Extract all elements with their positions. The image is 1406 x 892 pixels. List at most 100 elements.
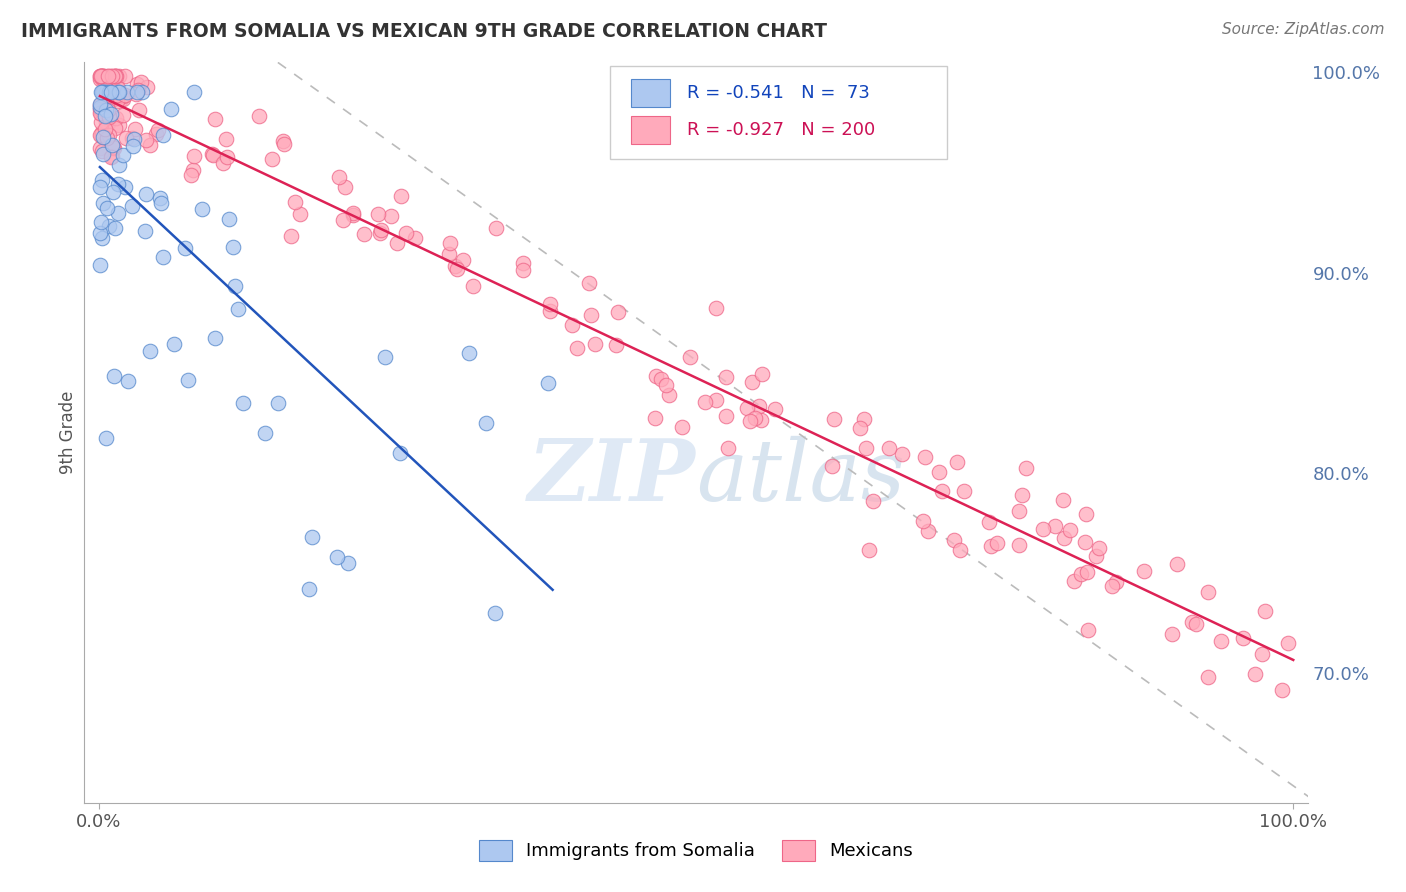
Point [96,131,118,145]
Point [342,209,364,223]
Point [212,155,235,169]
Point [607,305,630,319]
Point [260,152,283,166]
Point [122,139,145,153]
Point [97,70,120,84]
Y-axis label: 9th Grade: 9th Grade [59,391,77,475]
Point [1015,461,1038,475]
Point [917,524,939,538]
Point [273,137,295,152]
Point [200,147,222,161]
Point [90,115,112,129]
Point [1077,623,1099,637]
Point [1008,504,1031,518]
Point [267,395,290,409]
Point [91,70,114,84]
Point [1007,538,1029,552]
Point [215,132,238,146]
Point [173,241,195,255]
Point [180,168,202,182]
Point [160,102,183,116]
Point [107,86,129,100]
Point [763,401,786,416]
Point [284,194,307,209]
Point [96,98,118,112]
Point [101,149,124,163]
Point [475,416,498,430]
Point [1011,488,1033,502]
Point [387,235,409,250]
Point [89,72,111,87]
Point [395,227,418,241]
Point [848,421,870,435]
Point [741,375,763,389]
Point [512,256,534,270]
Point [127,77,149,91]
Point [671,419,693,434]
Point [228,301,250,316]
Point [112,89,135,103]
Point [232,395,254,409]
Point [247,109,270,123]
Point [89,102,111,116]
Point [222,240,245,254]
Point [204,331,226,345]
Point [439,236,461,251]
Point [181,163,204,178]
Point [333,180,356,194]
Point [90,215,112,229]
Point [1101,579,1123,593]
Point [104,70,127,84]
Point [89,226,111,240]
Point [139,344,162,359]
Point [326,549,349,564]
Point [204,112,226,126]
Point [980,539,1002,553]
Bar [631,116,671,144]
Point [735,401,758,416]
Point [89,179,111,194]
Point [94,86,117,100]
Text: Source: ZipAtlas.com: Source: ZipAtlas.com [1222,22,1385,37]
Point [97,111,120,125]
Point [380,209,402,223]
Point [121,199,143,213]
Point [127,86,149,100]
Point [91,70,114,84]
Point [90,70,112,84]
Point [104,221,127,235]
Point [135,133,157,147]
Point [91,71,114,86]
Point [461,278,484,293]
Point [93,70,115,84]
Point [1032,522,1054,536]
Point [444,259,467,273]
Point [389,189,412,203]
Point [107,70,129,84]
Point [877,441,900,455]
Point [94,82,117,96]
Point [751,367,773,381]
Point [114,87,136,102]
Point [89,105,111,120]
Point [1088,541,1111,555]
Point [107,81,129,95]
Point [108,158,131,172]
Point [288,207,311,221]
Point [149,191,172,205]
Point [254,425,277,440]
Point [353,227,375,241]
Point [89,100,111,114]
Point [645,368,668,383]
Point [103,185,125,199]
Point [94,431,117,445]
Point [578,277,600,291]
Point [565,341,588,355]
Point [114,131,136,145]
Point [751,413,773,427]
Text: atlas: atlas [696,435,905,518]
Point [93,129,115,144]
Point [914,450,936,465]
Point [97,116,120,130]
Point [90,70,112,84]
